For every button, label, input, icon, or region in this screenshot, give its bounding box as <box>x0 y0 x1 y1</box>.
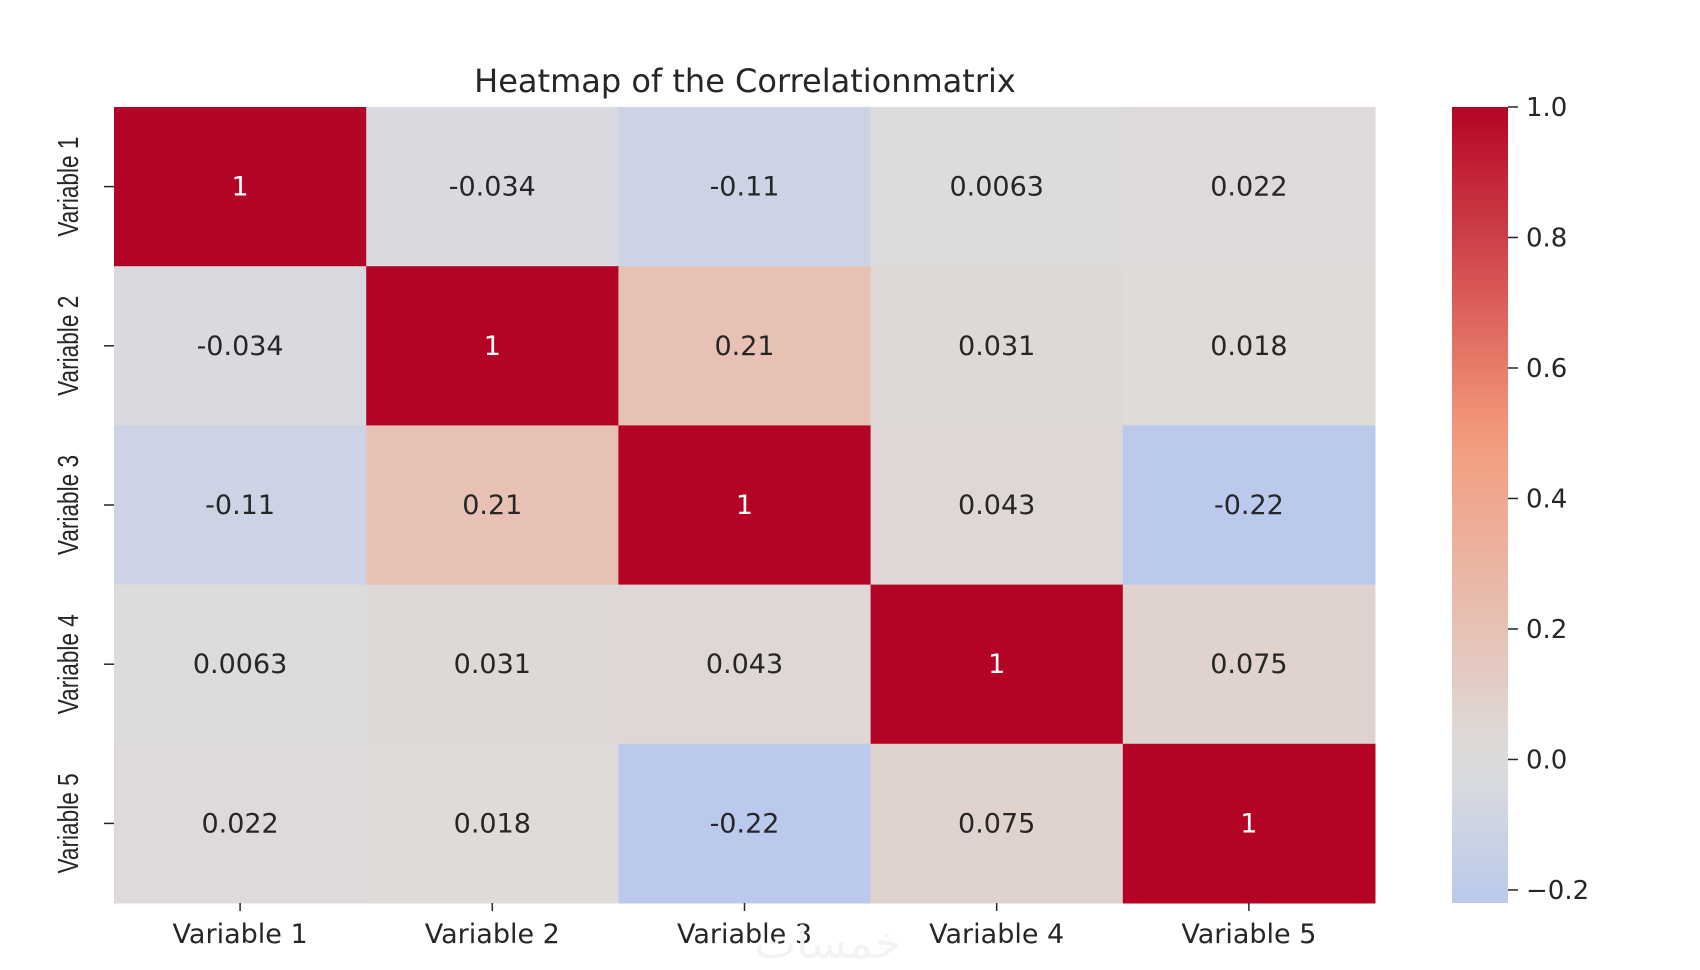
cell-value-label: -0.22 <box>1214 490 1284 521</box>
x-tick-label: Variable 4 <box>929 919 1064 950</box>
heatmap-cell <box>114 743 367 904</box>
heatmap-cell <box>114 584 367 745</box>
colorbar-tick-label: 0.6 <box>1526 354 1567 384</box>
heatmap-cell <box>1122 425 1376 586</box>
x-tick-label: Variable 5 <box>1181 919 1316 950</box>
cell-value-label: -0.034 <box>197 331 284 362</box>
colorbar-tick-label: 0.2 <box>1526 615 1567 645</box>
cell-value-label: 0.022 <box>201 808 278 839</box>
cell-value-label: 0.018 <box>454 808 531 839</box>
heatmap-cell <box>114 107 367 267</box>
heatmap-cell <box>618 107 872 267</box>
heatmap-cell <box>1122 266 1376 426</box>
cell-value-label: 1 <box>232 172 249 203</box>
y-tick-label: Variable 5 <box>51 773 84 873</box>
cell-value-label: 0.0063 <box>193 649 287 680</box>
y-axis: Variable 1 Variable 2 Variable 3 Variable 4… <box>51 137 114 873</box>
cell-value-label: -0.11 <box>205 490 275 521</box>
heatmap-cell <box>366 743 619 904</box>
cell-value-label: 1 <box>484 331 501 362</box>
colorbar: 1.0 0.8 0.6 0.4 0.2 0.0 −0.2 <box>1452 93 1589 906</box>
y-tick-label: Variable 4 <box>51 614 84 714</box>
heatmap-cell <box>366 107 619 267</box>
colorbar-tick-label: 0.8 <box>1526 223 1567 253</box>
cell-value-label: 0.075 <box>958 808 1035 839</box>
cell-value-label: 0.21 <box>714 331 774 362</box>
x-tick-label: Variable 2 <box>425 919 560 950</box>
cell-value-label: -0.034 <box>449 172 536 203</box>
heatmap-cell <box>870 425 1124 586</box>
heatmap-cell <box>366 584 619 745</box>
colorbar-tick-label: −0.2 <box>1526 876 1589 906</box>
colorbar-tick-label: 0.4 <box>1526 484 1567 514</box>
heatmap-cells: 1 -0.034 -0.11 0.0063 0.022 -0.034 1 0.21 0.031 0… <box>114 107 1376 904</box>
heatmap-cell <box>618 266 872 426</box>
cell-value-label: 0.0063 <box>949 172 1043 203</box>
colorbar-tick-label: 1.0 <box>1526 93 1567 123</box>
heatmap-cell <box>618 584 872 745</box>
cell-value-label: 0.075 <box>1210 649 1287 680</box>
heatmap-cell <box>1122 743 1376 904</box>
cell-value-label: 0.21 <box>462 490 522 521</box>
heatmap-cell <box>366 425 619 586</box>
watermark: خمسات <box>755 918 902 969</box>
cell-value-label: 0.031 <box>454 649 531 680</box>
cell-value-label: -0.11 <box>710 172 780 203</box>
heatmap-cell <box>1122 107 1376 267</box>
chart-title: Heatmap of the Correlationmatrix <box>474 62 1016 100</box>
heatmap-cell <box>870 107 1124 267</box>
cell-value-label: 0.018 <box>1210 331 1287 362</box>
heatmap-cell <box>870 584 1124 745</box>
colorbar-gradient <box>1452 107 1508 903</box>
cell-value-label: 0.022 <box>1210 172 1287 203</box>
heatmap-cell <box>870 743 1124 904</box>
cell-value-label: 0.031 <box>958 331 1035 362</box>
colorbar-tick-label: 0.0 <box>1526 745 1567 775</box>
x-tick-label: Variable 3 <box>677 919 812 950</box>
cell-value-label: 1 <box>1240 808 1257 839</box>
cell-value-label: 1 <box>736 490 753 521</box>
cell-value-label: 0.043 <box>706 649 783 680</box>
heatmap-cell <box>618 425 872 586</box>
heatmap-cell <box>1122 584 1376 745</box>
x-axis: Variable 1 Variable 2 Variable 3 Variable 4… <box>173 903 1316 950</box>
cell-value-label: -0.22 <box>710 808 780 839</box>
cell-value-label: 1 <box>988 649 1005 680</box>
heatmap-cell <box>870 266 1124 426</box>
x-tick-label: Variable 1 <box>173 919 308 950</box>
y-tick-label: Variable 2 <box>51 296 84 396</box>
y-tick-label: Variable 1 <box>51 137 84 237</box>
heatmap-cell <box>618 743 872 904</box>
y-tick-label: Variable 3 <box>51 455 84 555</box>
heatmap-cell <box>114 425 367 586</box>
heatmap-cell <box>366 266 619 426</box>
cell-value-label: 0.043 <box>958 490 1035 521</box>
heatmap-cell <box>114 266 367 426</box>
